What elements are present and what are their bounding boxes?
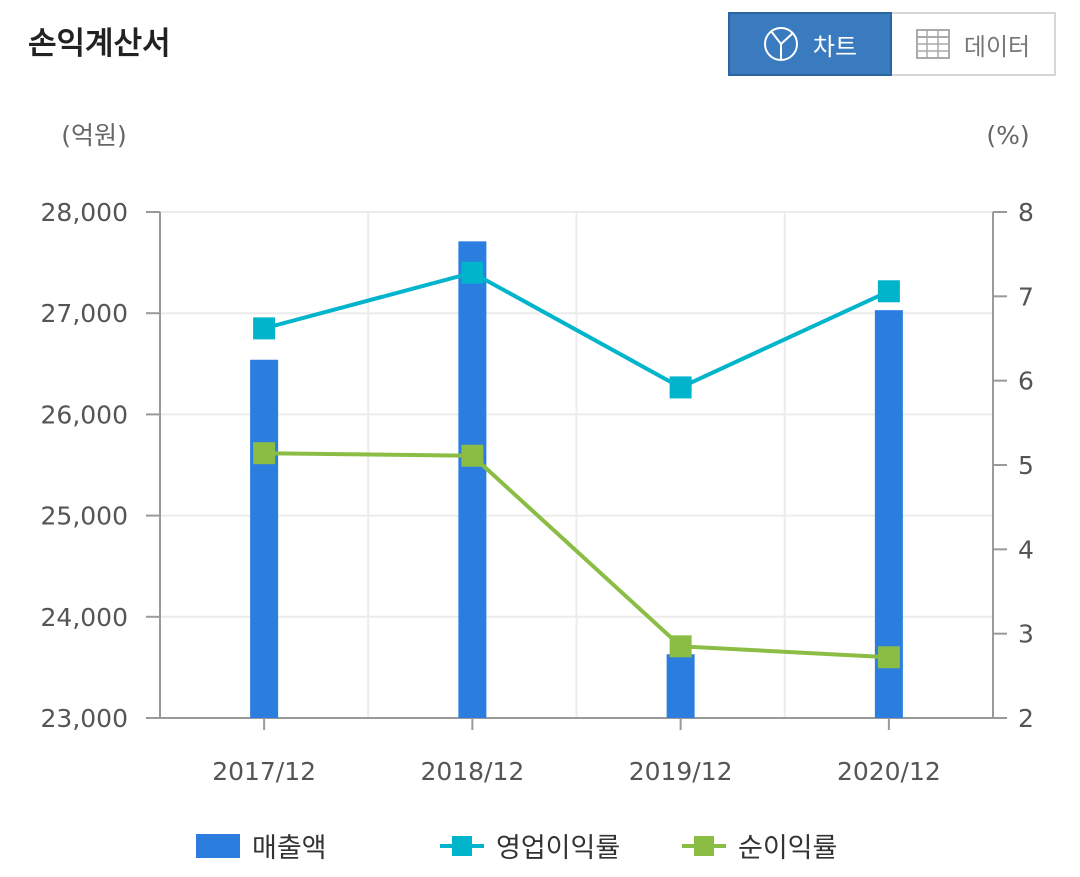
- tab-chart-label: 차트: [812, 32, 858, 61]
- net-margin-point: [877, 646, 900, 669]
- chart-axes: [146, 211, 1007, 730]
- operating-margin-point: [253, 317, 276, 340]
- right-tick-label: 7: [1018, 282, 1034, 311]
- revenue-bars: [250, 241, 903, 718]
- right-tick-label: 2: [1018, 704, 1034, 733]
- left-tick-label: 23,000: [41, 704, 128, 733]
- legend-label-operating-margin: 영업이익률: [496, 833, 621, 864]
- legend-item-net-margin[interactable]: 순이익률: [682, 826, 837, 865]
- right-tick-label: 6: [1018, 367, 1034, 396]
- tab-chart[interactable]: 차트: [728, 12, 892, 76]
- revenue-bar: [250, 359, 279, 718]
- page-title: 손익계산서: [28, 26, 171, 62]
- legend-swatch-operating-margin: [440, 834, 484, 858]
- left-tick-label: 24,000: [41, 603, 128, 632]
- revenue-bar: [666, 654, 695, 718]
- right-tick-label: 3: [1018, 620, 1034, 649]
- legend-item-revenue[interactable]: 매출액: [196, 826, 327, 865]
- legend-item-operating-margin[interactable]: 영업이익률: [440, 826, 620, 865]
- right-tick-label: 4: [1018, 535, 1034, 564]
- left-axis-unit: (억원): [61, 121, 127, 150]
- axis-labels: 23,000 24,000 25,000 26,000 27,000 28,000 2 3 4 5…: [41, 121, 1034, 786]
- right-tick-label: 5: [1018, 451, 1034, 480]
- x-tick-label: 2020/12: [837, 757, 941, 786]
- x-tick-label: 2018/12: [420, 757, 524, 786]
- income-chart: 23,000 24,000 25,000 26,000 27,000 28,000 2 3 4 5…: [41, 121, 1034, 786]
- pie-chart-icon: [763, 27, 798, 61]
- legend-label-revenue: 매출액: [252, 833, 327, 864]
- operating-margin-point: [877, 280, 900, 303]
- revenue-bar: [458, 241, 487, 718]
- left-tick-label: 25,000: [41, 502, 128, 531]
- operating-margin-point: [461, 261, 484, 284]
- left-tick-label: 27,000: [41, 299, 128, 328]
- operating-margin-line: [263, 270, 890, 390]
- legend-label-net-margin: 순이익률: [738, 833, 838, 864]
- right-axis-unit: (%): [986, 121, 1029, 150]
- chart-legend: 매출액 영업이익률 순이익률: [0, 826, 1080, 866]
- x-tick-label: 2017/12: [212, 757, 316, 786]
- legend-swatch-net-margin: [682, 834, 726, 858]
- net-margin-point: [461, 444, 484, 467]
- net-margin-point: [253, 442, 276, 465]
- net-margin-point: [669, 635, 692, 658]
- right-tick-label: 8: [1018, 198, 1034, 227]
- chart-grid: [160, 211, 993, 718]
- table-grid-icon: [915, 29, 950, 59]
- tab-data-label: 데이터: [963, 32, 1031, 61]
- x-tick-label: 2019/12: [629, 757, 733, 786]
- net-margin-line: [264, 451, 889, 660]
- left-tick-label: 26,000: [41, 400, 128, 429]
- view-toggle: 차트 데이터: [728, 12, 1056, 76]
- tab-data[interactable]: 데이터: [892, 12, 1056, 76]
- left-tick-label: 28,000: [41, 198, 128, 227]
- legend-swatch-revenue: [196, 833, 240, 858]
- ratio-lines: [253, 261, 900, 669]
- operating-margin-point: [669, 376, 692, 399]
